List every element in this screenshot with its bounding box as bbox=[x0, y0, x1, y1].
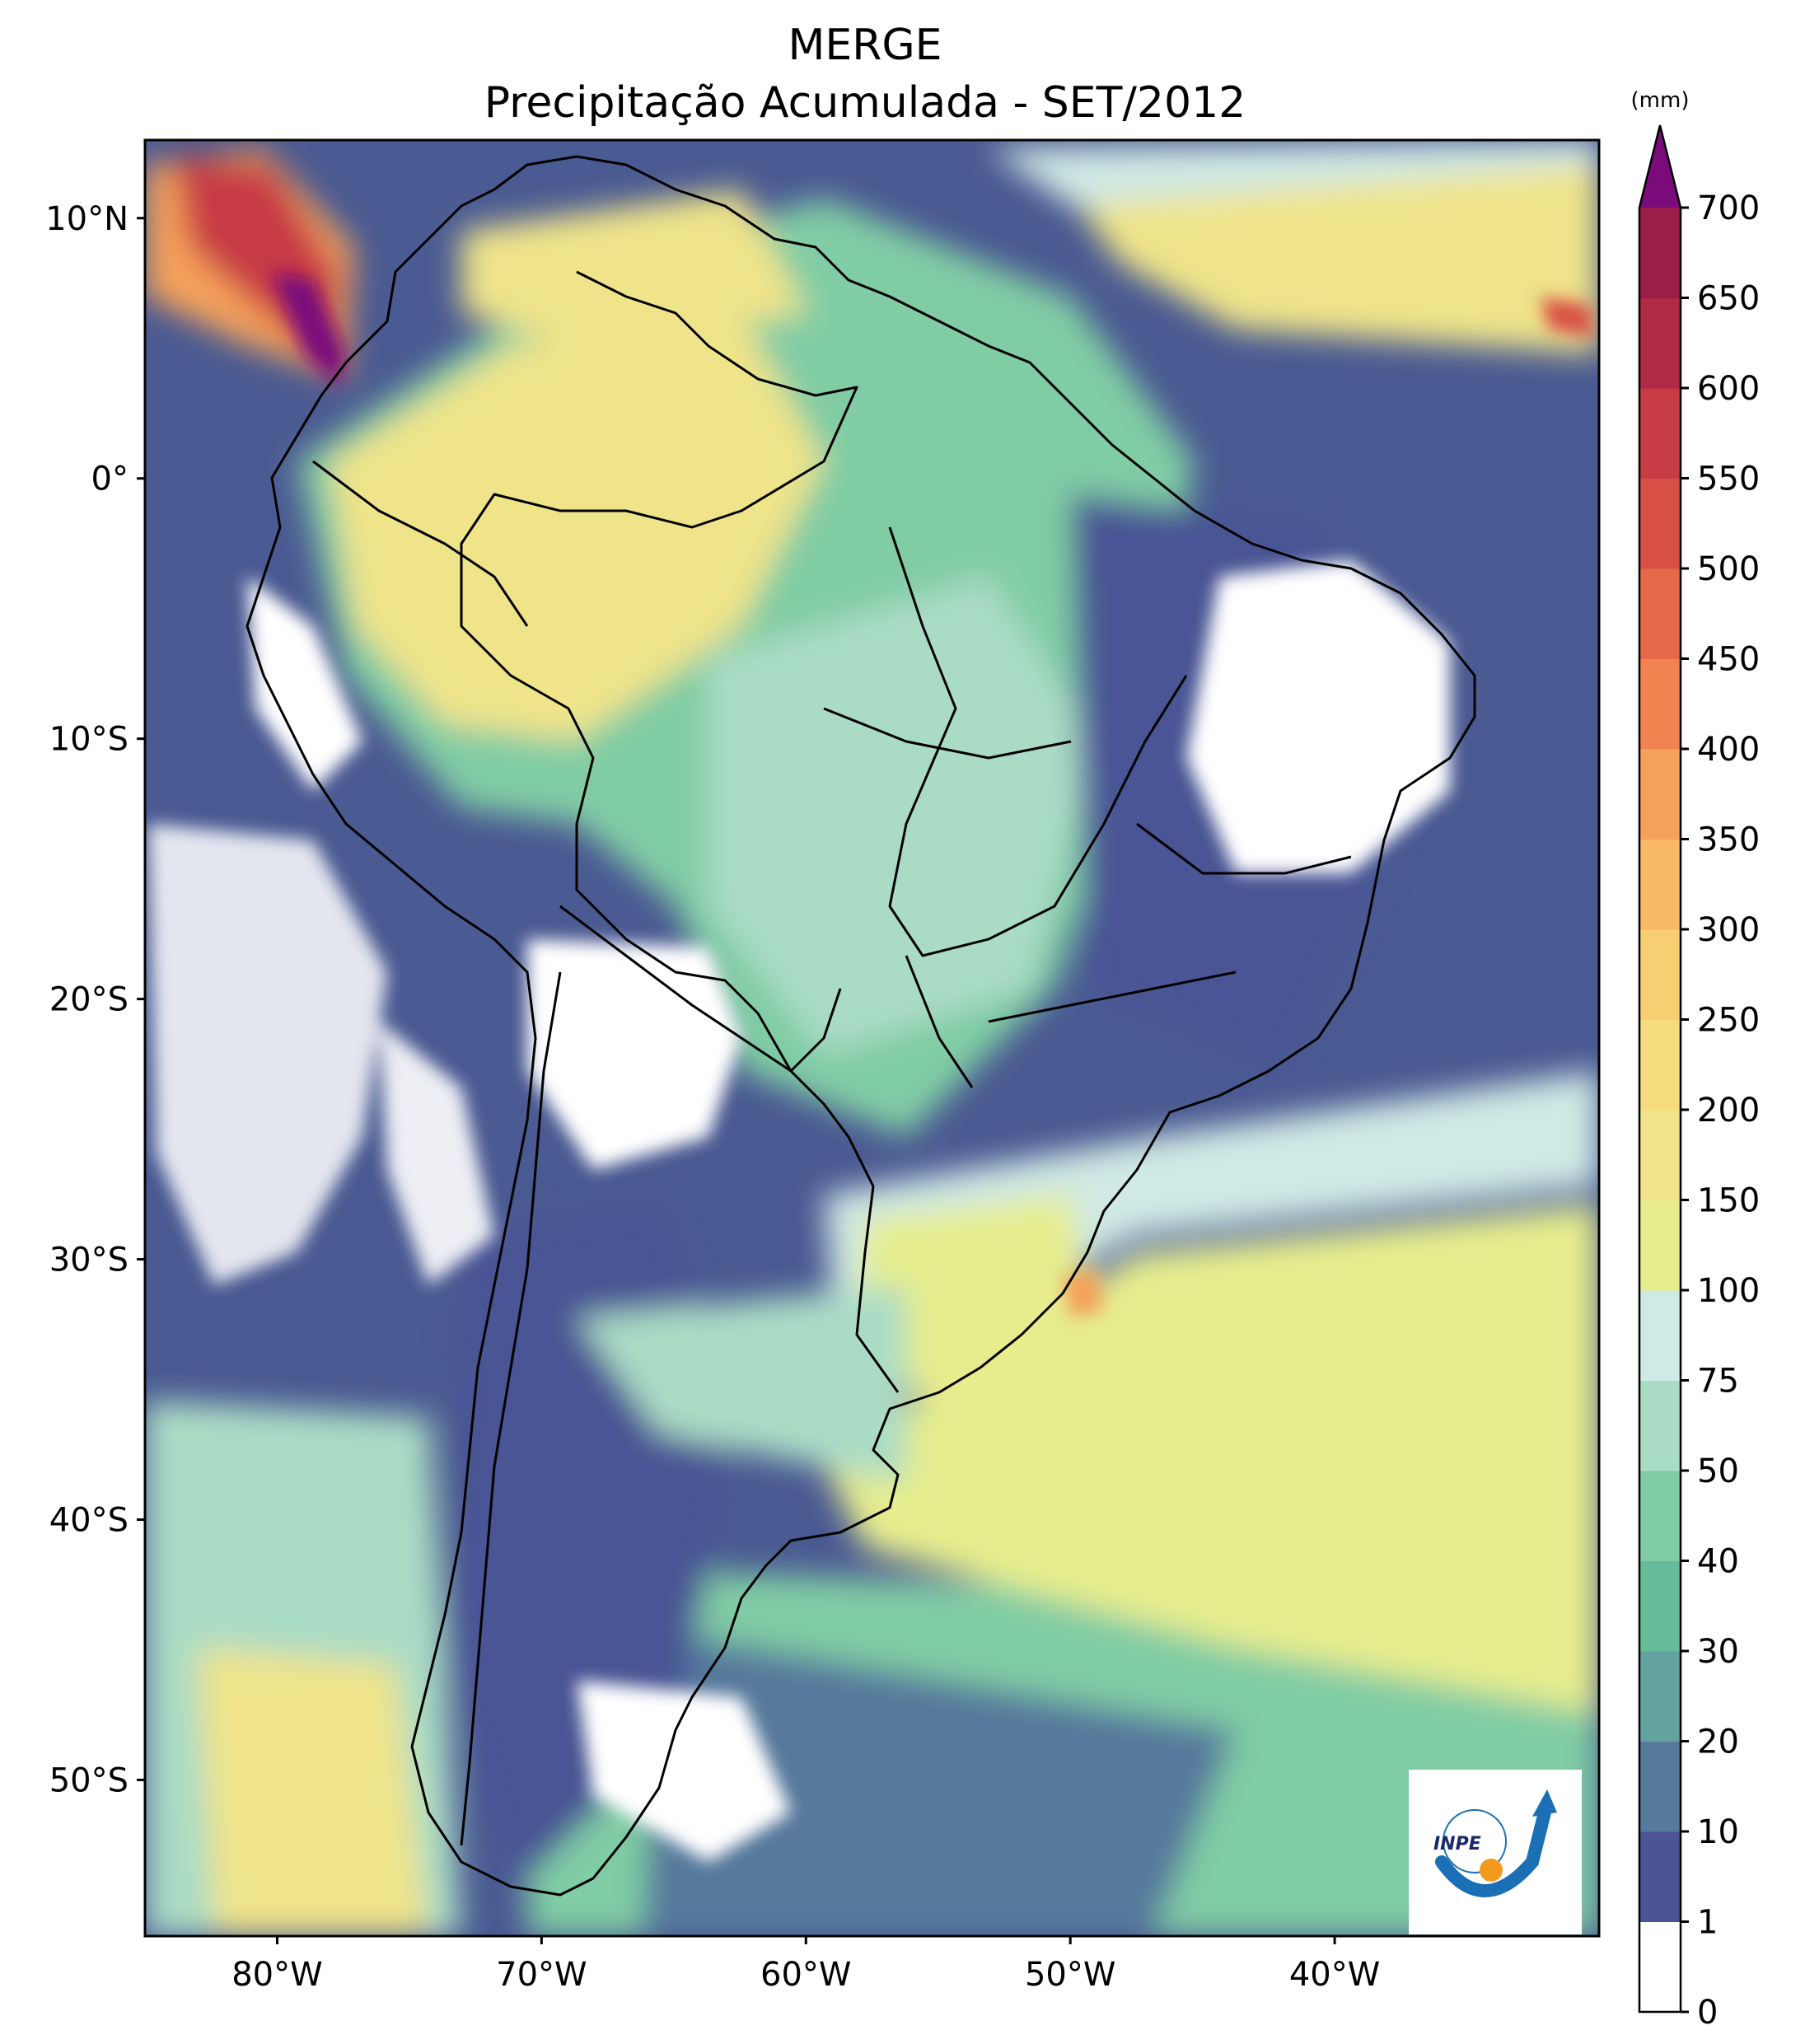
lat-tick-label: 0° bbox=[91, 461, 129, 498]
lon-tick-label: 60°W bbox=[760, 1956, 851, 1994]
colorbar-tick-label: 600 bbox=[1697, 370, 1760, 408]
border-bolivia-paraguay bbox=[559, 905, 842, 1073]
latitude-axis: 10°N 0° 10°S 20°S 30°S 40°S 50°S bbox=[45, 200, 145, 1799]
colorbar-tick-label: 0 bbox=[1697, 1994, 1718, 2032]
map-panel: INPE bbox=[143, 138, 1601, 1938]
inpe-logo-orbit-icon bbox=[1443, 1809, 1507, 1873]
lat-tick-label: 10°S bbox=[49, 721, 129, 759]
map-frame bbox=[143, 138, 1601, 1938]
colorbar-tick-label: 350 bbox=[1697, 821, 1760, 859]
lon-tick-label: 80°W bbox=[231, 1956, 322, 1994]
precip-region-north-yellow bbox=[461, 189, 807, 346]
colorbar-segment bbox=[1639, 568, 1681, 659]
colorbar-tick-label: 50 bbox=[1697, 1452, 1739, 1490]
precip-region-south-brazil-yellow bbox=[857, 1195, 1096, 1401]
colorbar-tick-label: 10 bbox=[1697, 1813, 1739, 1851]
precip-peak-colombia-coast bbox=[272, 272, 346, 387]
precip-region-north-atlantic-light bbox=[989, 140, 1599, 206]
dry-zone-peru-coast bbox=[247, 577, 362, 791]
colorbar-segment bbox=[1639, 297, 1681, 389]
colorbar-tick-label: 450 bbox=[1697, 641, 1760, 679]
colorbar-segment bbox=[1639, 388, 1681, 479]
colorbar-tick-label: 30 bbox=[1697, 1633, 1739, 1671]
colorbar: (mm) 0 1 10 20 30 40 50 75 100 150 200 250 300 350 400… bbox=[1631, 88, 1761, 2032]
colorbar-tick-label: 400 bbox=[1697, 731, 1760, 769]
colorbar-segment bbox=[1639, 1831, 1681, 1922]
colorbar-segment bbox=[1639, 1560, 1681, 1652]
precip-region-argentina-light bbox=[577, 1285, 906, 1483]
precip-patch-atlantic-north-red bbox=[1541, 297, 1594, 338]
colorbar-segment bbox=[1639, 749, 1681, 840]
precip-region-north-atlantic-yellow bbox=[1071, 148, 1599, 354]
lat-tick-label: 10°N bbox=[45, 200, 129, 238]
lon-tick-label: 50°W bbox=[1025, 1956, 1115, 1994]
colorbar-unit-label: (mm) bbox=[1631, 88, 1690, 113]
precipitation-detail bbox=[148, 272, 1594, 1862]
inpe-logo-text: INPE bbox=[1433, 1834, 1481, 1855]
country-borders bbox=[245, 155, 1476, 1897]
lat-tick-label: 50°S bbox=[49, 1761, 129, 1799]
title-line-2: Precipitação Acumulada - SET/2012 bbox=[484, 78, 1246, 128]
dry-zone-northeast-brazil bbox=[1186, 560, 1450, 873]
border-brazil-states bbox=[823, 526, 1352, 1088]
colorbar-segment bbox=[1639, 478, 1681, 569]
inpe-logo-swoosh bbox=[1435, 1806, 1551, 1897]
border-brazil bbox=[460, 270, 900, 1393]
colorbar-tick-label: 1 bbox=[1697, 1904, 1718, 1942]
colorbar-segment bbox=[1639, 929, 1681, 1020]
dry-zone-chaco bbox=[527, 939, 741, 1170]
border-peru-colombia bbox=[312, 460, 529, 627]
title-line-1: MERGE bbox=[788, 21, 942, 70]
colorbar-tick-label: 500 bbox=[1697, 550, 1760, 588]
colorbar-segment bbox=[1639, 1290, 1681, 1381]
dry-zone-pacific-coast-1 bbox=[148, 824, 387, 1285]
dry-zone-pacific-coast-2 bbox=[379, 1022, 494, 1285]
colorbar-segment bbox=[1639, 1741, 1681, 1832]
colorbar-segment bbox=[1639, 1921, 1681, 2013]
precip-region-amazon-yellow bbox=[330, 313, 824, 741]
inpe-logo-arrow-icon bbox=[1532, 1789, 1557, 1817]
border-argentina-chile bbox=[460, 971, 562, 1846]
precip-patch-uruguay-coast-orange bbox=[1063, 1269, 1104, 1318]
colorbar-segment bbox=[1639, 1380, 1681, 1471]
colorbar-tick-label: 650 bbox=[1697, 280, 1760, 318]
lat-tick-label: 40°S bbox=[49, 1501, 129, 1539]
dry-zone-patagonia bbox=[577, 1681, 791, 1862]
colorbar-tick-label: 100 bbox=[1697, 1272, 1760, 1310]
colorbar-segment bbox=[1639, 1110, 1681, 1200]
inpe-logo-sun-icon bbox=[1480, 1859, 1503, 1882]
colorbar-segment bbox=[1639, 839, 1681, 930]
precip-region-south-atlantic-blue bbox=[643, 1631, 1236, 1936]
coastline-south-america bbox=[245, 155, 1476, 1897]
inpe-logo: INPE bbox=[1409, 1770, 1582, 1934]
colorbar-tick-label: 550 bbox=[1697, 461, 1760, 498]
precip-region-atlantic-light-band bbox=[824, 1071, 1599, 1401]
lat-tick-label: 20°S bbox=[49, 981, 129, 1019]
colorbar-tick-label: 250 bbox=[1697, 1002, 1760, 1040]
inpe-logo-box bbox=[1409, 1770, 1582, 1934]
colorbar-segment bbox=[1639, 658, 1681, 750]
lon-tick-label: 40°W bbox=[1289, 1956, 1380, 1994]
colorbar-tick-label: 20 bbox=[1697, 1724, 1739, 1761]
lat-tick-label: 30°S bbox=[49, 1242, 129, 1279]
colorbar-tick-label: 200 bbox=[1697, 1092, 1760, 1130]
precip-region-south-pacific-yellow bbox=[198, 1648, 428, 1936]
colorbar-tick-label: 75 bbox=[1697, 1363, 1739, 1401]
colorbar-segment bbox=[1639, 208, 1681, 298]
colorbar-segment bbox=[1639, 1471, 1681, 1561]
colorbar-tick-label: 150 bbox=[1697, 1182, 1760, 1220]
colorbar-segment bbox=[1639, 1200, 1681, 1291]
precip-region-atlantic-yellow-band bbox=[824, 1203, 1599, 1714]
colorbar-segment bbox=[1639, 1651, 1681, 1742]
longitude-axis: 80°W 70°W 60°W 50°W 40°W bbox=[231, 1936, 1380, 1994]
colorbar-tick-label: 40 bbox=[1697, 1543, 1739, 1581]
colorbar-extend-arrow bbox=[1639, 125, 1681, 208]
lon-tick-label: 70°W bbox=[496, 1956, 587, 1994]
colorbar-tick-label: 700 bbox=[1697, 189, 1760, 227]
colorbar-tick-label: 300 bbox=[1697, 911, 1760, 949]
colorbar-segment bbox=[1639, 1019, 1681, 1111]
